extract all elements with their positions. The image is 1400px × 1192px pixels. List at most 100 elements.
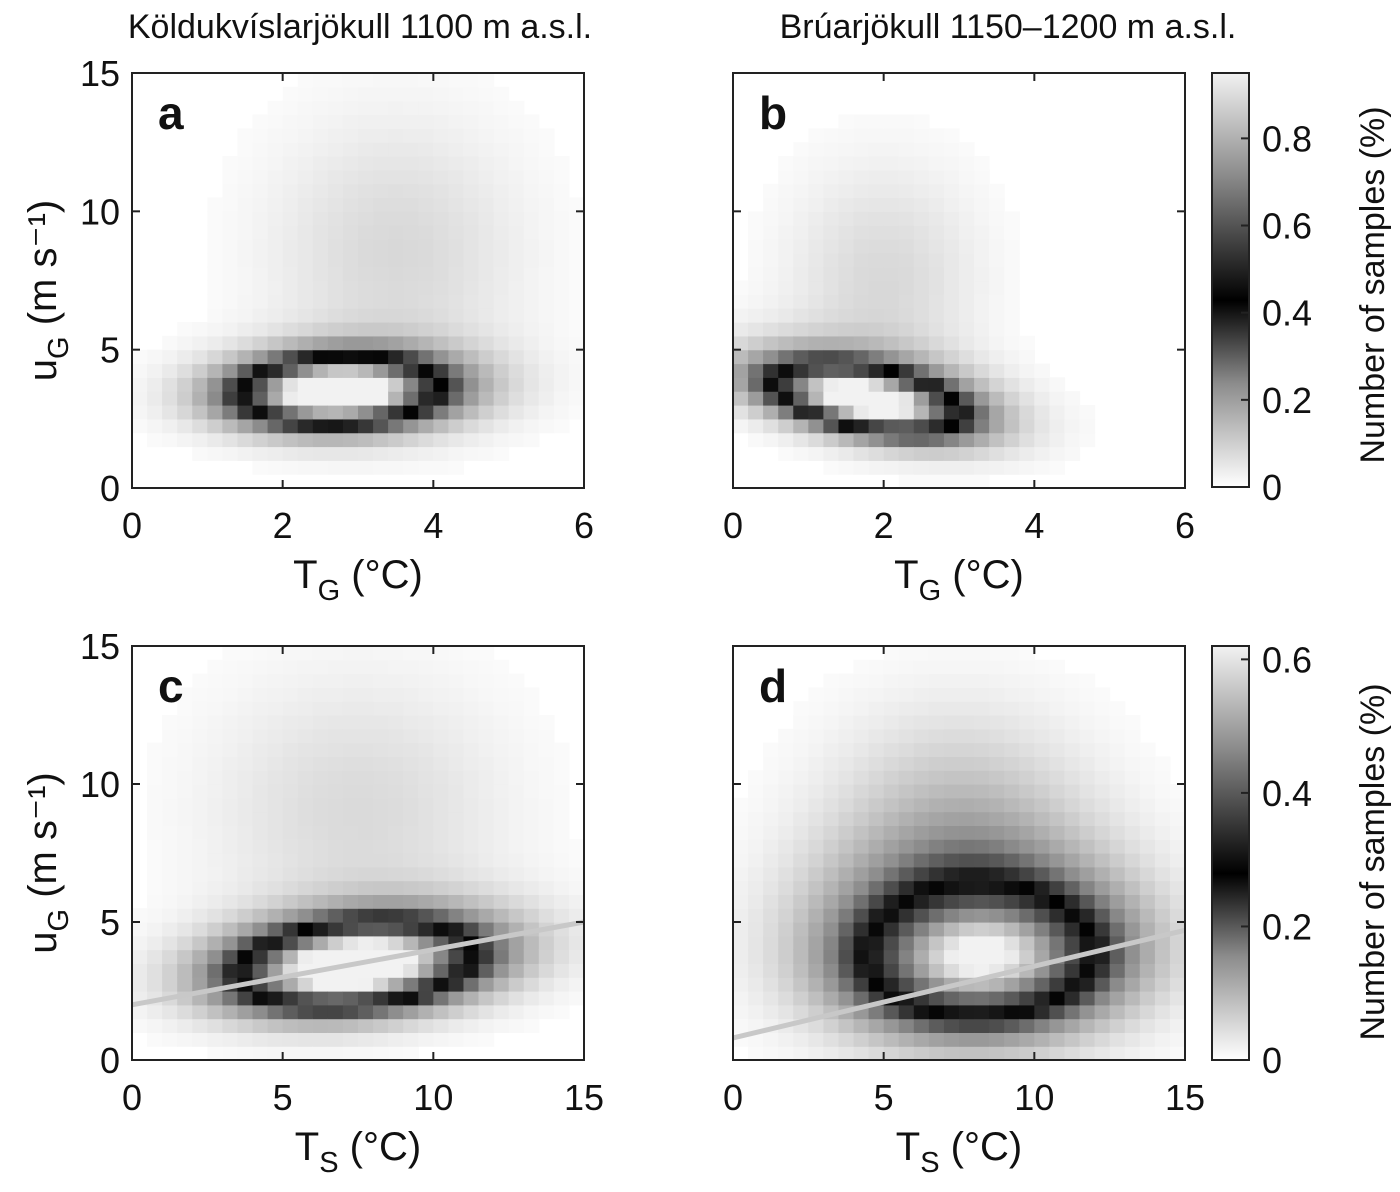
heatmap-cell xyxy=(493,114,510,129)
heatmap-cell xyxy=(793,280,809,295)
heatmap-cell xyxy=(192,853,208,868)
heatmap-cell xyxy=(1034,853,1050,868)
heatmap-cell xyxy=(147,963,163,978)
heatmap-cell xyxy=(358,86,374,102)
heatmap-cell xyxy=(1019,1004,1035,1020)
heatmap-cell xyxy=(1004,673,1020,688)
heatmap-cell xyxy=(403,756,419,771)
heatmap-cell xyxy=(868,742,885,757)
heatmap-cell xyxy=(1004,1018,1020,1033)
heatmap-cell xyxy=(222,1004,239,1020)
heatmap-cell xyxy=(1034,1046,1050,1061)
heatmap-cell xyxy=(478,922,495,937)
heatmap-cell xyxy=(913,391,930,406)
heatmap-cell xyxy=(928,784,945,799)
heatmap-cell xyxy=(1019,797,1035,813)
heatmap-cell xyxy=(853,418,870,434)
heatmap-cell xyxy=(523,266,540,282)
heatmap-cell xyxy=(763,252,779,268)
heatmap-cell xyxy=(342,266,359,282)
heatmap-cell xyxy=(177,349,193,365)
heatmap-cell xyxy=(1019,446,1035,461)
heatmap-cell xyxy=(478,239,495,254)
heatmap-cell xyxy=(448,418,465,434)
heatmap-cell xyxy=(868,687,885,702)
heatmap-cell xyxy=(1169,811,1186,826)
heatmap-cell xyxy=(342,715,359,730)
heatmap-cell xyxy=(358,1032,374,1047)
heatmap-cell xyxy=(267,142,284,157)
heatmap-cell xyxy=(793,908,809,923)
heatmap-cell xyxy=(883,687,900,702)
heatmap-cell xyxy=(448,335,465,351)
heatmap-cell xyxy=(177,839,193,854)
heatmap-cell xyxy=(222,715,239,730)
heatmap-cell xyxy=(147,349,163,365)
heatmap-cell xyxy=(463,742,480,757)
heatmap-cell xyxy=(463,432,480,448)
heatmap-cell xyxy=(493,446,510,461)
heatmap-cell xyxy=(297,687,314,702)
heatmap-cell xyxy=(147,1004,163,1020)
heatmap-cell xyxy=(433,418,449,434)
heatmap-cell xyxy=(297,418,314,434)
heatmap-cell xyxy=(312,308,329,323)
heatmap-cell xyxy=(1019,839,1035,854)
heatmap-cell xyxy=(358,197,374,212)
heatmap-cell xyxy=(989,839,1005,854)
heatmap-cell xyxy=(493,169,510,185)
heatmap-cell xyxy=(808,825,824,840)
heatmap-cell xyxy=(868,880,885,895)
panel-letter: b xyxy=(759,87,787,139)
heatmap-cell xyxy=(267,715,284,730)
heatmap-cell xyxy=(793,949,809,964)
y-tick-label: 5 xyxy=(100,902,120,943)
heatmap-cell xyxy=(568,880,585,895)
heatmap-cell xyxy=(418,880,434,895)
heatmap-cell xyxy=(177,742,193,757)
heatmap-cell xyxy=(733,335,749,351)
heatmap-cell xyxy=(403,977,419,992)
heatmap-cell xyxy=(282,252,299,268)
heatmap-cell xyxy=(1079,673,1096,688)
heatmap-cell xyxy=(493,963,510,978)
heatmap-cell xyxy=(237,825,254,840)
heatmap-cell xyxy=(808,797,824,813)
heatmap-cell xyxy=(898,363,915,378)
heatmap-cell xyxy=(493,949,510,964)
heatmap-cell xyxy=(748,880,764,895)
heatmap-cell xyxy=(418,308,434,323)
heatmap-cell xyxy=(989,977,1005,992)
heatmap-cell xyxy=(388,1046,404,1061)
heatmap-cell xyxy=(778,991,794,1006)
heatmap-cell xyxy=(959,266,975,282)
heatmap-cell xyxy=(388,811,404,826)
colorbar-bottom-label: Number of samples (%) xyxy=(1354,683,1392,1040)
heatmap-cell xyxy=(868,266,885,282)
heatmap-cell xyxy=(959,659,975,675)
heatmap-cell xyxy=(913,114,930,129)
heatmap-cell xyxy=(373,114,389,129)
heatmap-cell xyxy=(1064,963,1081,978)
heatmap-cell xyxy=(508,701,525,716)
heatmap-cell xyxy=(1124,894,1141,909)
heatmap-cell xyxy=(448,1032,465,1047)
heatmap-cell xyxy=(403,715,419,730)
heatmap-cell xyxy=(493,728,510,744)
heatmap-cell xyxy=(763,742,779,757)
heatmap-cell xyxy=(267,239,284,254)
heatmap-cell xyxy=(838,128,855,143)
heatmap-cell xyxy=(327,363,344,378)
heatmap-cell xyxy=(312,770,329,785)
heatmap-cell xyxy=(538,908,555,923)
heatmap-cell xyxy=(508,880,525,895)
heatmap-cell xyxy=(448,114,465,129)
heatmap-cell xyxy=(1064,1046,1081,1061)
heatmap-cell xyxy=(778,1004,794,1020)
heatmap-cell xyxy=(883,1018,900,1033)
heatmap-cell xyxy=(373,659,389,675)
heatmap-cell xyxy=(523,322,540,337)
heatmap-cell xyxy=(523,280,540,295)
heatmap-cell xyxy=(448,1004,465,1020)
heatmap-cell xyxy=(1124,715,1141,730)
